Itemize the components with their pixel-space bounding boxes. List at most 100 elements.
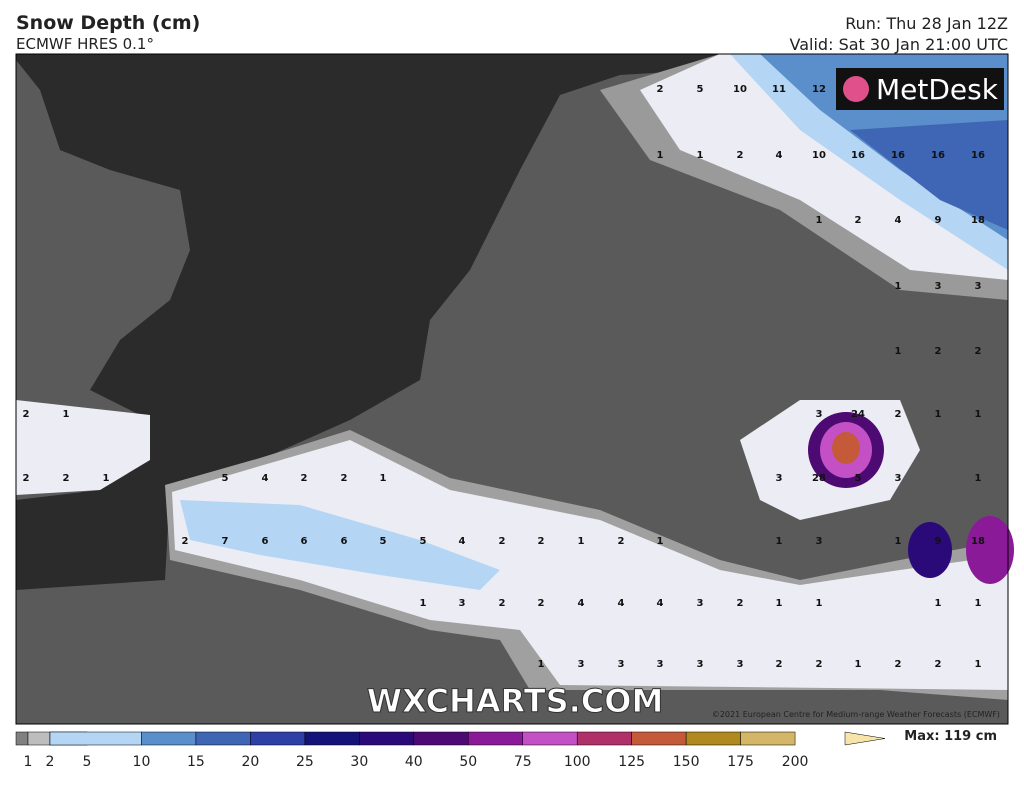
value-label: 2 bbox=[301, 473, 308, 484]
value-label: 1 bbox=[63, 409, 70, 420]
snow-blue-dark bbox=[850, 120, 1008, 230]
value-label: 1 bbox=[855, 659, 862, 670]
value-label: 3 bbox=[578, 659, 585, 670]
value-label: 2 bbox=[935, 346, 942, 357]
value-label: 1 bbox=[975, 409, 982, 420]
colorbar-tick-label: 2 bbox=[46, 754, 55, 770]
colorbar-segment bbox=[631, 731, 687, 746]
colorbar-tick-label: 25 bbox=[296, 754, 314, 770]
value-label: 1 bbox=[895, 281, 902, 292]
value-label: 2 bbox=[737, 598, 744, 609]
value-label: 1 bbox=[776, 536, 783, 547]
value-label: 16 bbox=[891, 150, 905, 161]
snow-peak bbox=[832, 432, 860, 464]
value-label: 2 bbox=[895, 659, 902, 670]
value-label: 12 bbox=[812, 84, 826, 95]
value-label: 2 bbox=[935, 659, 942, 670]
value-label: 2 bbox=[63, 473, 70, 484]
colorbar-segment bbox=[27, 731, 51, 746]
value-label: 16 bbox=[851, 150, 865, 161]
value-label: 5 bbox=[222, 473, 229, 484]
colorbar-tick-label: 50 bbox=[459, 754, 477, 770]
colorbar-segment bbox=[304, 731, 360, 746]
snow-peak bbox=[966, 516, 1014, 584]
colorbar-tick-label: 1 bbox=[24, 754, 33, 770]
logo-icon bbox=[843, 76, 869, 102]
value-label: 4 bbox=[895, 215, 902, 226]
value-label: 3 bbox=[618, 659, 625, 670]
value-label: 1 bbox=[935, 598, 942, 609]
max-label: Max: 119 cm bbox=[904, 729, 997, 744]
value-label: 2 bbox=[182, 536, 189, 547]
value-label: 6 bbox=[301, 536, 308, 547]
value-label: 1 bbox=[975, 659, 982, 670]
value-label: 1 bbox=[103, 473, 110, 484]
value-label: 2 bbox=[855, 215, 862, 226]
value-label: 2 bbox=[23, 409, 30, 420]
value-label: 4 bbox=[262, 473, 269, 484]
colorbar-arrow bbox=[844, 731, 886, 746]
value-label: 2 bbox=[816, 659, 823, 670]
colorbar-tick-label: 200 bbox=[782, 754, 809, 770]
value-label: 3 bbox=[657, 659, 664, 670]
snow-peak bbox=[908, 522, 952, 578]
colorbar-segment bbox=[576, 731, 632, 746]
title: Snow Depth (cm) bbox=[16, 12, 201, 34]
value-label: 11 bbox=[772, 84, 786, 95]
value-label: 9 bbox=[935, 215, 942, 226]
value-label: 3 bbox=[935, 281, 942, 292]
value-label: 6 bbox=[262, 536, 269, 547]
value-label: 1 bbox=[816, 215, 823, 226]
value-label: 3 bbox=[776, 473, 783, 484]
colorbar-segment bbox=[413, 731, 469, 746]
snow bbox=[172, 440, 1008, 690]
colorbar-segment bbox=[49, 731, 142, 746]
value-label: 1 bbox=[697, 150, 704, 161]
value-label: 28 bbox=[812, 473, 826, 484]
colorbar-tick-label: 5 bbox=[83, 754, 92, 770]
colorbar-segment bbox=[740, 731, 796, 746]
value-label: 7 bbox=[222, 536, 229, 547]
value-label: 3 bbox=[975, 281, 982, 292]
value-label: 16 bbox=[931, 150, 945, 161]
value-label: 18 bbox=[971, 536, 985, 547]
colorbar-tick-label: 40 bbox=[405, 754, 423, 770]
value-label: 4 bbox=[618, 598, 625, 609]
value-label: 1 bbox=[380, 473, 387, 484]
value-label: 9 bbox=[935, 536, 942, 547]
value-label: 1 bbox=[657, 150, 664, 161]
value-label: 4 bbox=[578, 598, 585, 609]
copyright: ©2021 European Centre for Medium-range W… bbox=[712, 710, 1000, 719]
colorbar-tick-label: 30 bbox=[350, 754, 368, 770]
value-label: 4 bbox=[776, 150, 783, 161]
value-label: 1 bbox=[816, 598, 823, 609]
value-label: 2 bbox=[341, 473, 348, 484]
run-time: Run: Thu 28 Jan 12Z bbox=[845, 14, 1008, 33]
value-label: 2 bbox=[737, 150, 744, 161]
value-label: 10 bbox=[812, 150, 826, 161]
colorbar-segment bbox=[468, 731, 523, 746]
colorbar-segment bbox=[141, 731, 197, 746]
value-label: 2 bbox=[538, 536, 545, 547]
colorbar-tick-label: 100 bbox=[564, 754, 591, 770]
subtitle: ECMWF HRES 0.1° bbox=[16, 35, 154, 53]
value-label: 2 bbox=[975, 346, 982, 357]
value-label: 1 bbox=[895, 536, 902, 547]
value-label: 2 bbox=[776, 659, 783, 670]
snow-blue bbox=[180, 500, 500, 590]
value-label: 10 bbox=[733, 84, 747, 95]
logo: MetDesk bbox=[876, 73, 999, 106]
value-label: 1 bbox=[776, 598, 783, 609]
value-label: 2 bbox=[499, 598, 506, 609]
value-label: 2 bbox=[23, 473, 30, 484]
value-label: 5 bbox=[855, 473, 862, 484]
value-label: 1 bbox=[578, 536, 585, 547]
watermark: WXCHARTS.COM bbox=[367, 682, 664, 720]
value-label: 2 bbox=[538, 598, 545, 609]
value-label: 16 bbox=[971, 150, 985, 161]
colorbar-tick-label: 20 bbox=[241, 754, 259, 770]
value-label: 3 bbox=[697, 659, 704, 670]
value-label: 2 bbox=[657, 84, 664, 95]
value-label: 5 bbox=[420, 536, 427, 547]
